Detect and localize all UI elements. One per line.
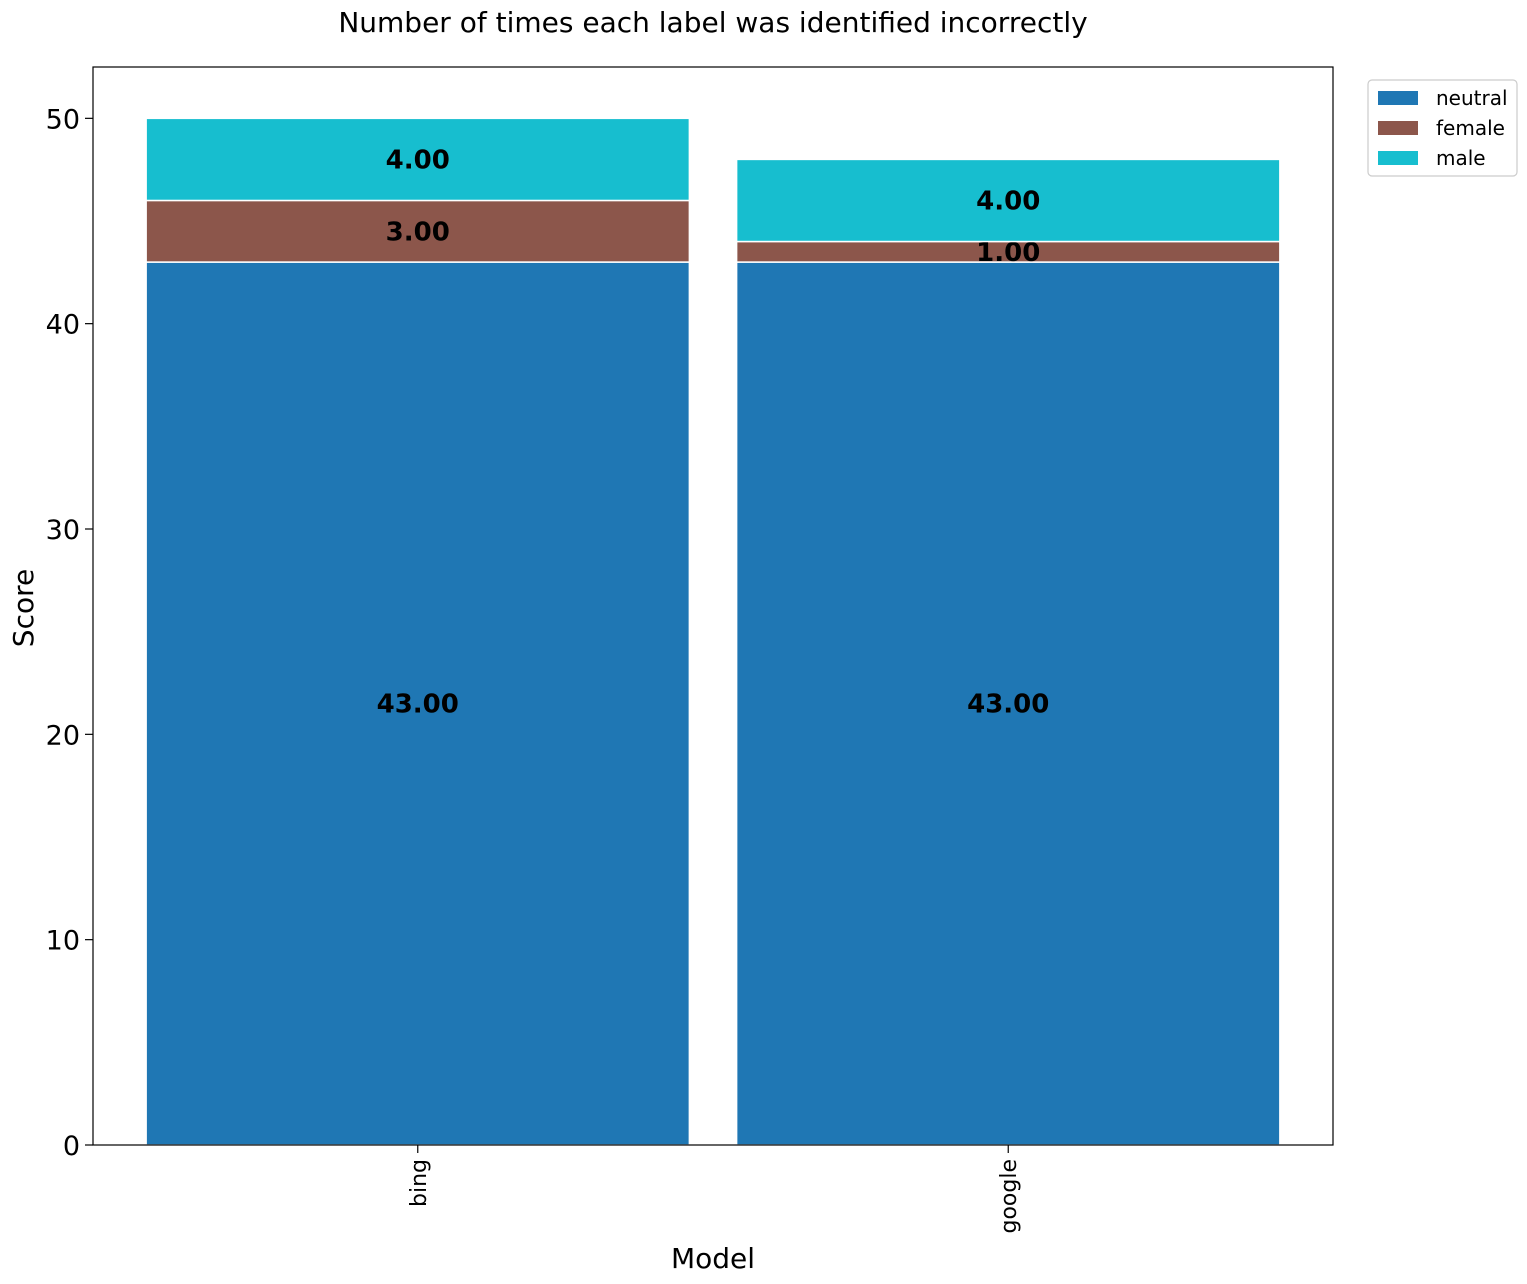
- y-axis-label: Score: [7, 569, 40, 647]
- x-tick-label-google: google: [997, 1159, 1022, 1234]
- x-axis-label: Model: [671, 1242, 755, 1275]
- x-tick-label-bing: bing: [407, 1159, 432, 1207]
- y-tick-label: 0: [63, 1131, 80, 1162]
- chart-title: Number of times each label was identifie…: [338, 6, 1087, 39]
- bar-female-bing: [145, 199, 691, 263]
- legend-label-female: female: [1436, 116, 1505, 140]
- legend-swatch-neutral: [1378, 91, 1418, 105]
- data-label-female-bing: 3.00: [386, 217, 450, 247]
- legend: neutral female male: [1367, 79, 1518, 177]
- y-tick-label: 40: [46, 310, 80, 341]
- plot-area: 43.00 3.00 4.00 43.00 1.00 4.00: [92, 66, 1334, 1146]
- plot-frame: [92, 66, 1334, 1146]
- data-label-neutral-google: 43.00: [967, 690, 1049, 720]
- x-axis: bing google: [407, 1145, 1022, 1234]
- y-axis: 0 10 20 30 40 50: [46, 104, 93, 1162]
- data-label-male-bing: 4.00: [386, 145, 450, 175]
- y-tick-label: 30: [46, 515, 80, 546]
- data-label-female-google: 1.00: [976, 238, 1040, 268]
- data-label-neutral-bing: 43.00: [377, 690, 459, 720]
- bar-neutral-bing: [145, 261, 691, 1146]
- legend-swatch-female: [1378, 121, 1418, 135]
- bar-male-bing: [145, 117, 691, 202]
- y-tick-label: 50: [46, 104, 80, 135]
- legend-label-neutral: neutral: [1436, 86, 1508, 110]
- data-label-male-google: 4.00: [976, 186, 1040, 216]
- bar-male-google: [735, 158, 1281, 243]
- y-tick-label: 20: [46, 720, 80, 751]
- legend-swatch-male: [1378, 151, 1418, 165]
- bar-neutral-google: [735, 261, 1281, 1146]
- legend-label-male: male: [1436, 146, 1486, 170]
- y-tick-label: 10: [46, 926, 80, 957]
